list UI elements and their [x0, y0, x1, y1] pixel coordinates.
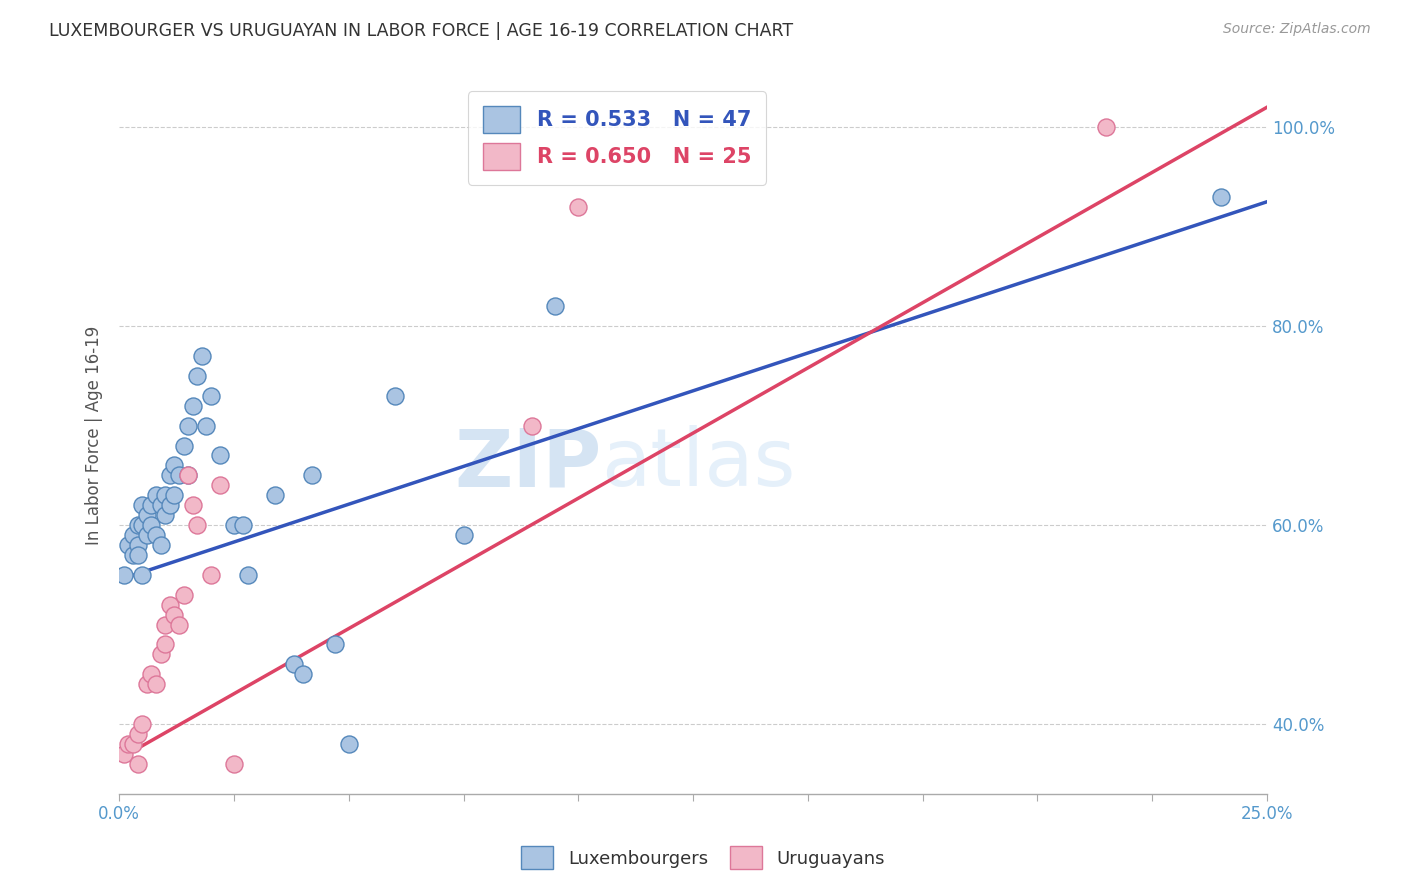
Point — [131, 717, 153, 731]
Text: LUXEMBOURGER VS URUGUAYAN IN LABOR FORCE | AGE 16-19 CORRELATION CHART: LUXEMBOURGER VS URUGUAYAN IN LABOR FORCE… — [49, 22, 793, 40]
Text: atlas: atlas — [602, 425, 796, 503]
Point — [131, 498, 153, 512]
Point — [159, 498, 181, 512]
Point — [127, 756, 149, 771]
Point — [153, 508, 176, 523]
Point — [291, 667, 314, 681]
Point — [127, 548, 149, 562]
Text: ZIP: ZIP — [454, 425, 602, 503]
Point — [145, 677, 167, 691]
Point — [145, 528, 167, 542]
Point — [112, 747, 135, 761]
Point — [567, 200, 589, 214]
Point — [122, 548, 145, 562]
Point — [177, 468, 200, 483]
Point — [163, 488, 186, 502]
Point — [1095, 120, 1118, 135]
Point — [195, 418, 218, 433]
Point — [163, 458, 186, 473]
Point — [544, 299, 567, 313]
Point — [177, 418, 200, 433]
Point — [323, 637, 346, 651]
Point — [177, 468, 200, 483]
Point — [173, 588, 195, 602]
Point — [127, 538, 149, 552]
Point — [453, 528, 475, 542]
Point — [149, 648, 172, 662]
Point — [186, 518, 208, 533]
Point — [153, 617, 176, 632]
Point — [200, 389, 222, 403]
Point — [181, 498, 204, 512]
Point — [117, 538, 139, 552]
Text: Source: ZipAtlas.com: Source: ZipAtlas.com — [1223, 22, 1371, 37]
Point — [167, 468, 190, 483]
Point — [222, 518, 245, 533]
Point — [1209, 190, 1232, 204]
Point — [141, 518, 163, 533]
Point — [232, 518, 254, 533]
Point — [135, 508, 157, 523]
Point — [236, 567, 259, 582]
Point — [159, 598, 181, 612]
Point — [153, 637, 176, 651]
Point — [131, 518, 153, 533]
Point — [337, 737, 360, 751]
Point — [163, 607, 186, 622]
Point — [122, 528, 145, 542]
Point — [131, 567, 153, 582]
Point — [127, 727, 149, 741]
Point — [149, 538, 172, 552]
Point — [149, 498, 172, 512]
Point — [159, 468, 181, 483]
Point — [283, 657, 305, 672]
Point — [173, 438, 195, 452]
Point — [127, 518, 149, 533]
Legend: Luxembourgers, Uruguayans: Luxembourgers, Uruguayans — [512, 838, 894, 879]
Point — [209, 449, 232, 463]
Point — [181, 399, 204, 413]
Point — [141, 498, 163, 512]
Point — [264, 488, 287, 502]
Legend: R = 0.533   N = 47, R = 0.650   N = 25: R = 0.533 N = 47, R = 0.650 N = 25 — [468, 92, 766, 185]
Point — [122, 737, 145, 751]
Point — [191, 349, 214, 363]
Y-axis label: In Labor Force | Age 16-19: In Labor Force | Age 16-19 — [86, 326, 103, 545]
Point — [167, 617, 190, 632]
Point — [384, 389, 406, 403]
Point — [135, 677, 157, 691]
Point — [135, 528, 157, 542]
Point — [141, 667, 163, 681]
Point — [522, 418, 544, 433]
Point — [153, 488, 176, 502]
Point — [145, 488, 167, 502]
Point — [301, 468, 323, 483]
Point — [200, 567, 222, 582]
Point — [117, 737, 139, 751]
Point — [222, 756, 245, 771]
Point — [209, 478, 232, 492]
Point — [112, 567, 135, 582]
Point — [186, 368, 208, 383]
